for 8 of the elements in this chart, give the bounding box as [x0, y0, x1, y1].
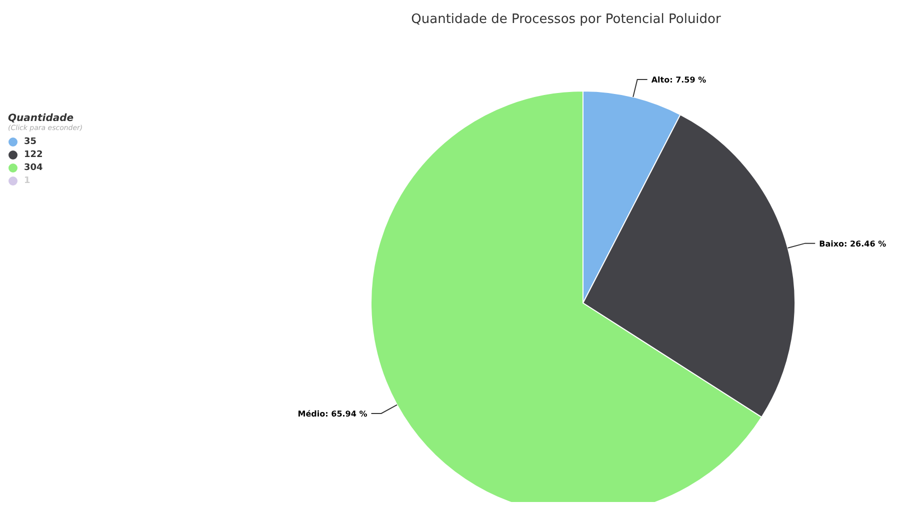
slice-label: Médio: 65.94 % — [298, 409, 368, 418]
text: 122 — [24, 150, 43, 160]
slice-label: Baixo: 26.46 % — [819, 239, 886, 248]
chart-title: Quantidade de Processos por Potencial Poluidor — [410, 12, 722, 27]
text: 304 — [24, 162, 43, 172]
slice-label: Alto: 7.59 % — [651, 76, 706, 85]
legend-title: Quantidade — [8, 113, 75, 124]
text: 35 — [24, 136, 37, 146]
